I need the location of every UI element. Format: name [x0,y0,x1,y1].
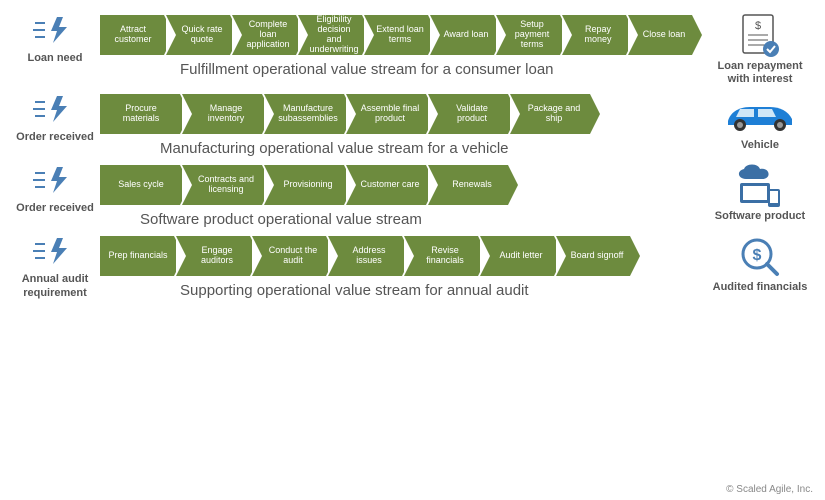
trigger: Order received [10,165,100,215]
bolt-icon [10,94,100,128]
chevron-step: Address issues [328,236,402,276]
chevron-step-label: Provisioning [283,180,332,190]
trigger-label: Loan need [10,52,100,65]
chevron-step: Assemble final product [346,94,426,134]
chevron-step: Award loan [430,15,494,55]
chevron-step: Prep financials [100,236,174,276]
chevron-step: Customer care [346,165,426,205]
chevron-step-label: Address issues [340,246,398,266]
chevron-step-label: Close loan [643,30,686,40]
chevron-step: Sales cycle [100,165,180,205]
stream-middle: Procure materials Manage inventory Manufac… [100,94,705,157]
chevron-step-label: Manage inventory [194,104,258,124]
chevron-step: Attract customer [100,15,164,55]
chevron-step-label: Contracts and licensing [194,175,258,195]
result-label: Audited financials [705,281,815,294]
chevron-step-label: Repay money [574,25,622,45]
chevron-step-label: Package and ship [522,104,586,124]
chevron-step: Provisioning [264,165,344,205]
chevron-step-label: Manufacture subassemblies [276,104,340,124]
copyright-text: © Scaled Agile, Inc. [726,484,813,495]
chevron-step: Procure materials [100,94,180,134]
result-label: Software product [705,210,815,223]
document-dollar-icon: $ [705,15,815,57]
stream-middle: Prep financials Engage auditors Conduct th… [100,236,705,299]
value-stream-row: Order received Procure materials Manage in… [10,94,815,157]
chevron-step-label: Eligibility decision and underwriting [310,15,359,55]
chevron-step-label: Prep financials [108,251,167,261]
value-stream-row: Annual audit requirement Prep financials E… [10,236,815,299]
stream-middle: Attract customer Quick rate quote Complete… [100,15,705,78]
chevron-step-label: Procure materials [106,104,176,124]
chevron-step-label: Setup payment terms [508,20,556,50]
chevron-step-label: Customer care [360,180,419,190]
svg-text:$: $ [753,247,762,264]
chevron-row: Attract customer Quick rate quote Complete… [100,15,705,55]
chevron-step-label: Engage auditors [188,246,246,266]
chevron-step: Renewals [428,165,508,205]
chevron-step: Validate product [428,94,508,134]
chevron-step: Contracts and licensing [182,165,262,205]
result-label: Vehicle [705,139,815,152]
chevron-step: Manufacture subassemblies [264,94,344,134]
cloud-devices-icon [705,165,815,207]
result-label: Loan repayment with interest [705,60,815,86]
chevron-step: Extend loan terms [364,15,428,55]
trigger-label: Order received [10,202,100,215]
trigger: Annual audit requirement [10,236,100,299]
chevron-step: Conduct the audit [252,236,326,276]
result: Vehicle [705,94,815,152]
bolt-icon [10,236,100,270]
value-stream-row: Order received Sales cycle Contracts and l… [10,165,815,228]
chevron-step-label: Renewals [452,180,492,190]
bolt-icon [10,15,100,49]
chevron-step-label: Assemble final product [358,104,422,124]
chevron-row: Procure materials Manage inventory Manufac… [100,94,705,134]
chevron-step-label: Extend loan terms [376,25,424,45]
result: $ Loan repayment with interest [705,15,815,86]
dollar-magnifier-icon: $ [705,236,815,278]
chevron-step-label: Revise financials [416,246,474,266]
chevron-row: Prep financials Engage auditors Conduct th… [100,236,705,276]
chevron-step: Setup payment terms [496,15,560,55]
bolt-icon [10,165,100,199]
stream-title: Fulfillment operational value stream for… [180,61,705,78]
trigger: Order received [10,94,100,144]
chevron-step-label: Conduct the audit [264,246,322,266]
chevron-step: Engage auditors [176,236,250,276]
chevron-row: Sales cycle Contracts and licensing Provis… [100,165,705,205]
stream-title: Software product operational value strea… [140,211,705,228]
chevron-step-label: Complete loan application [244,20,292,50]
chevron-step: Repay money [562,15,626,55]
chevron-step: Revise financials [404,236,478,276]
result: $ Audited financials [705,236,815,294]
chevron-step: Close loan [628,15,692,55]
trigger: Loan need [10,15,100,65]
chevron-step-label: Award loan [444,30,489,40]
stream-title: Manufacturing operational value stream f… [160,140,705,157]
result: Software product [705,165,815,223]
chevron-step: Quick rate quote [166,15,230,55]
stream-title: Supporting operational value stream for … [180,282,705,299]
value-stream-row: Loan need Attract customer Quick rate quot… [10,15,815,86]
svg-text:$: $ [755,20,761,32]
chevron-step: Package and ship [510,94,590,134]
chevron-step-label: Audit letter [499,251,542,261]
chevron-step: Eligibility decision and underwriting [298,15,362,55]
stream-middle: Sales cycle Contracts and licensing Provis… [100,165,705,228]
chevron-step: Complete loan application [232,15,296,55]
chevron-step-label: Validate product [440,104,504,124]
chevron-step: Manage inventory [182,94,262,134]
trigger-label: Annual audit requirement [10,273,100,299]
chevron-step: Board signoff [556,236,630,276]
chevron-step-label: Board signoff [571,251,624,261]
chevron-step-label: Sales cycle [118,180,164,190]
chevron-step: Audit letter [480,236,554,276]
chevron-step-label: Attract customer [106,25,160,45]
vehicle-icon [705,94,815,136]
trigger-label: Order received [10,131,100,144]
chevron-step-label: Quick rate quote [178,25,226,45]
